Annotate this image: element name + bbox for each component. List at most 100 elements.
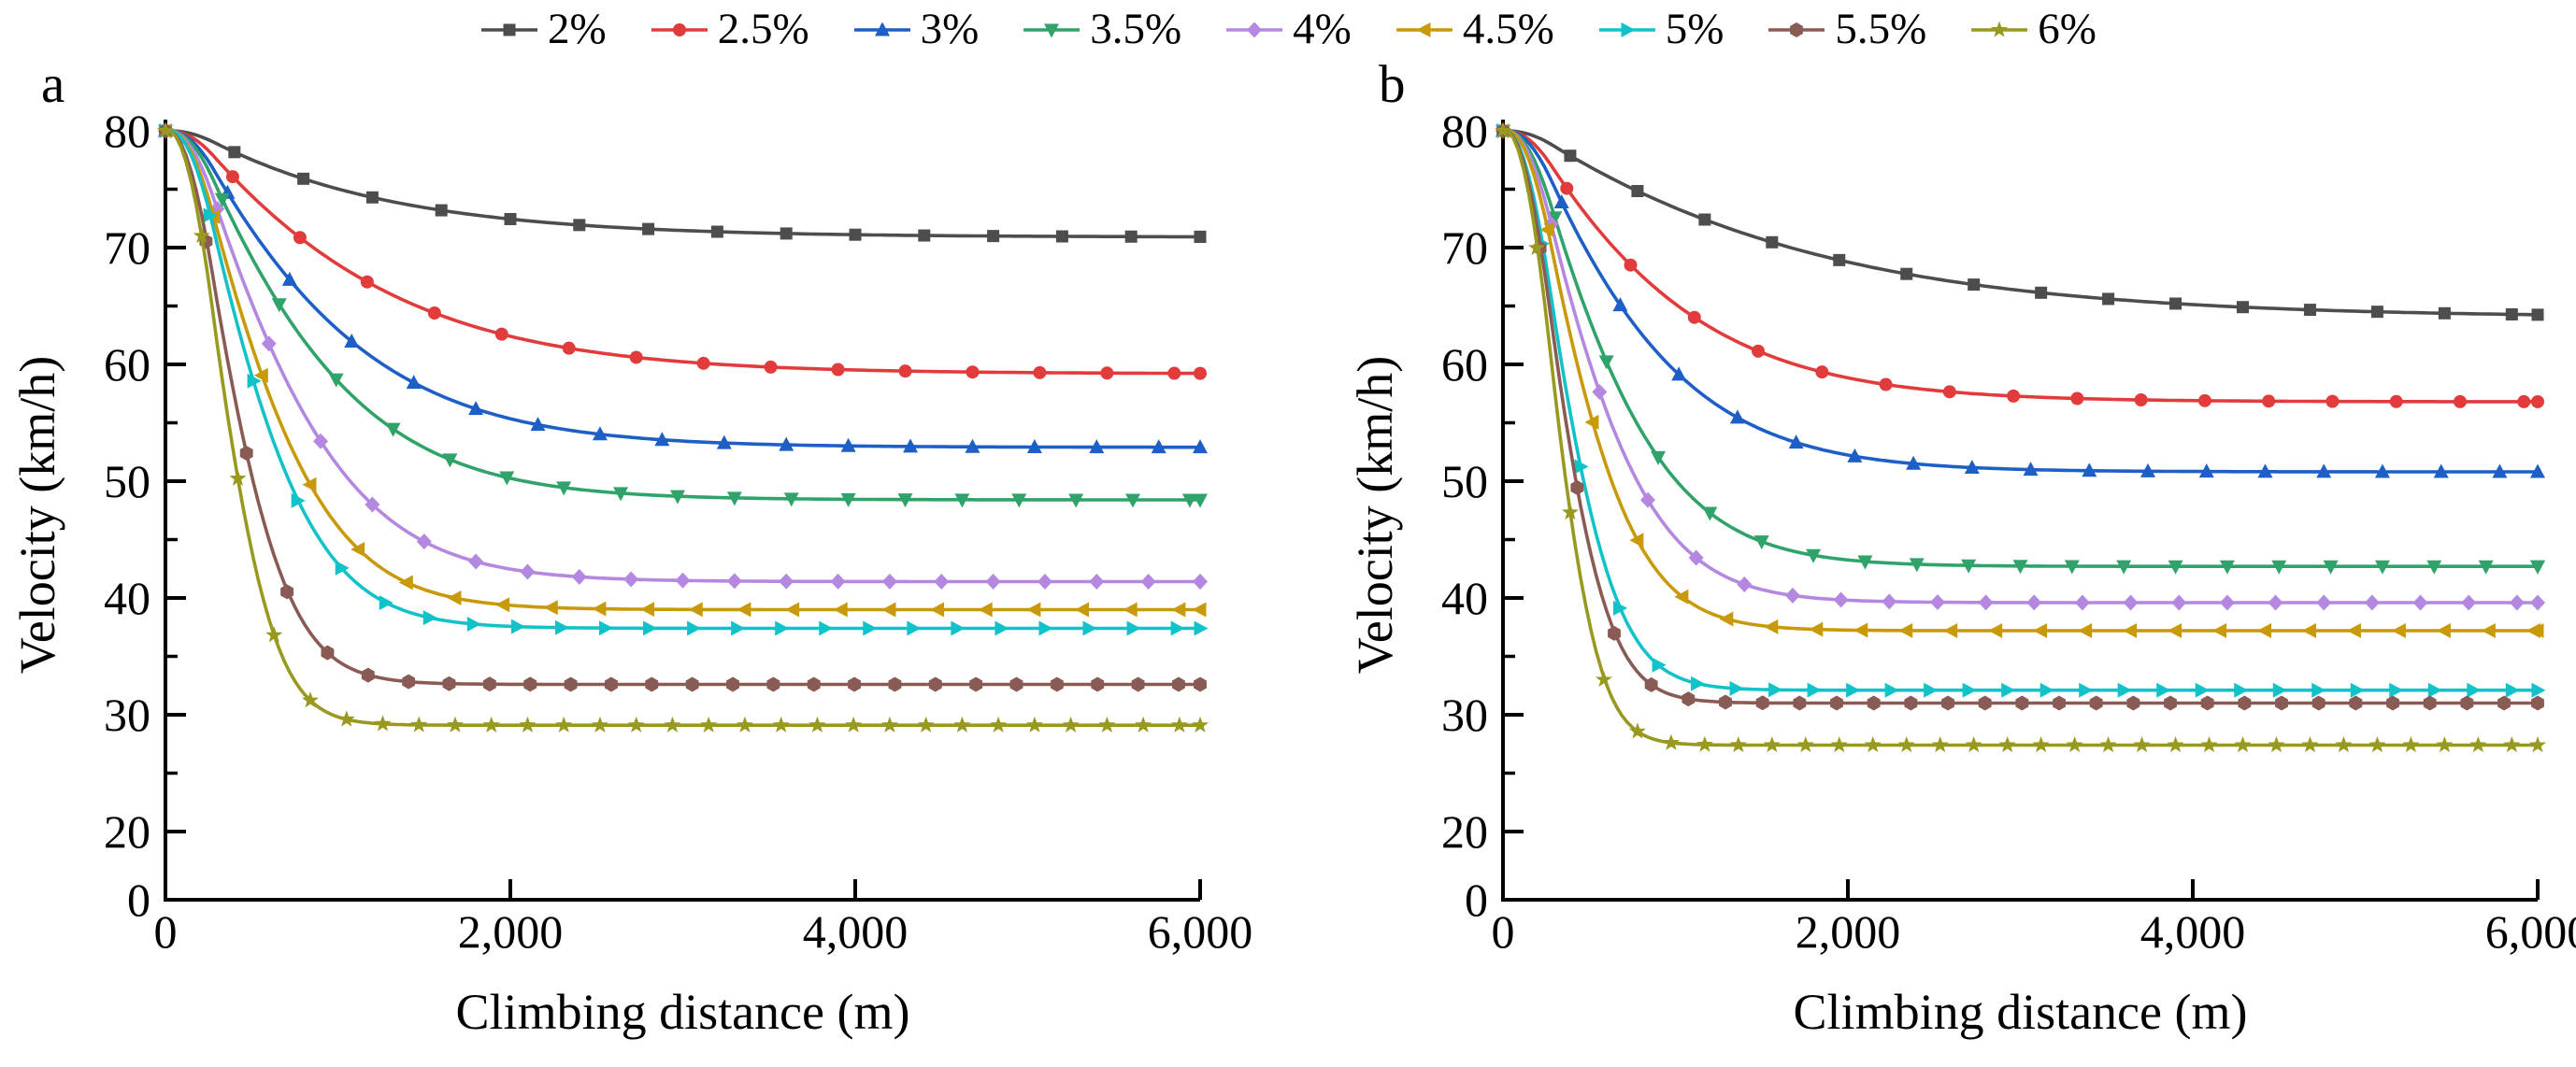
series-marker <box>2427 682 2442 698</box>
series-marker <box>1639 491 1655 508</box>
series-marker <box>1833 591 1849 608</box>
y-tick-label: 0 <box>127 874 150 926</box>
series-marker <box>664 716 681 733</box>
series-marker <box>2219 560 2235 575</box>
series-marker <box>2412 594 2428 611</box>
series-marker <box>903 438 919 453</box>
legend-swatch-triangle-down-icon <box>1023 23 1080 37</box>
series-marker <box>2311 682 2326 698</box>
series-marker <box>780 227 793 240</box>
series-marker <box>1809 621 1824 637</box>
series-marker <box>737 602 751 618</box>
series-marker <box>710 225 723 238</box>
series-marker <box>2234 682 2249 698</box>
series-marker <box>2316 594 2332 611</box>
series-marker <box>261 335 277 352</box>
series-marker <box>669 490 685 505</box>
series-marker <box>374 715 392 732</box>
series-line <box>165 129 1200 449</box>
series-line <box>165 129 1200 239</box>
series-marker <box>2026 594 2042 611</box>
series-marker <box>2200 695 2214 711</box>
series-marker <box>2453 394 2467 408</box>
series-marker <box>2467 682 2482 698</box>
series-2% <box>1496 124 2544 321</box>
series-marker <box>1613 600 1628 616</box>
series-marker <box>785 602 800 618</box>
series-marker <box>1595 670 1612 688</box>
series-marker <box>1170 620 1185 636</box>
legend-swatch-diamond-icon <box>1226 21 1283 37</box>
series-marker <box>2301 736 2319 753</box>
panel-label-a: a <box>41 55 65 114</box>
y-tick-label: 60 <box>1441 338 1488 391</box>
series-marker <box>435 204 448 217</box>
series-marker <box>2039 682 2054 698</box>
legend-marker-hexagon-icon <box>1790 21 1804 37</box>
series-marker <box>1124 230 1138 243</box>
series-marker <box>1172 676 1185 692</box>
series-marker <box>2164 695 2177 711</box>
series-marker <box>2212 622 2227 638</box>
legend-swatch-triangle-left-icon <box>1395 21 1453 37</box>
series-marker <box>1539 221 1554 237</box>
series-marker <box>807 676 821 692</box>
series-marker <box>1181 493 1197 508</box>
series-marker <box>494 327 508 341</box>
series-marker <box>1737 576 1753 593</box>
series-marker <box>2426 560 2442 575</box>
series-marker <box>520 563 536 580</box>
series-marker <box>645 676 659 692</box>
series-marker <box>1702 506 1718 521</box>
series-marker <box>2517 394 2531 408</box>
legend-swatch-circle-icon <box>651 22 708 36</box>
series-marker <box>1900 267 1913 280</box>
series-marker <box>351 541 365 557</box>
series-marker <box>573 219 586 232</box>
y-tick-label: 20 <box>104 805 150 858</box>
series-marker <box>965 438 980 453</box>
legend-item-4.5%: 4.5% <box>1395 7 1554 51</box>
series-marker <box>2349 695 2363 711</box>
series-marker <box>766 676 780 692</box>
series-marker <box>592 601 607 617</box>
series-marker <box>229 469 247 486</box>
series-line <box>165 129 1200 584</box>
series-marker <box>2237 301 2250 314</box>
legend-label: 4% <box>1293 5 1352 53</box>
series-marker <box>2402 736 2420 753</box>
series-marker <box>2497 695 2511 711</box>
series-marker <box>2171 594 2187 611</box>
x-tick-label: 6,000 <box>1148 905 1253 958</box>
legend-item-3%: 3% <box>852 7 979 51</box>
series-marker <box>1671 366 1687 381</box>
legend-swatch-triangle-right-icon <box>1598 21 1655 37</box>
series-marker <box>2123 594 2139 611</box>
series-marker <box>1857 555 1873 570</box>
series-marker <box>247 373 262 389</box>
series-marker <box>2082 462 2097 477</box>
series-marker <box>775 620 790 636</box>
legend-marker-triangle-right-icon <box>1621 21 1636 37</box>
series-marker <box>2389 682 2404 698</box>
series-marker <box>1961 559 1977 574</box>
legend-swatch-hexagon-icon <box>1768 21 1825 37</box>
series-marker <box>736 716 753 733</box>
series-marker <box>499 471 515 486</box>
series-marker <box>969 676 983 692</box>
series-marker <box>556 481 572 496</box>
series-marker <box>523 676 537 692</box>
series-marker <box>881 602 896 618</box>
series-marker <box>1089 573 1105 590</box>
series-marker <box>2461 594 2477 611</box>
series-marker <box>2126 695 2140 711</box>
series-marker <box>863 620 878 636</box>
series-marker <box>2303 304 2316 317</box>
series-marker <box>675 572 691 589</box>
series-marker <box>1766 235 1779 249</box>
panel-label-b: b <box>1379 55 1406 114</box>
series-marker <box>1009 676 1023 692</box>
legend-item-5.5%: 5.5% <box>1767 7 1926 51</box>
series-marker <box>2123 622 2138 638</box>
series-marker <box>2368 736 2386 753</box>
